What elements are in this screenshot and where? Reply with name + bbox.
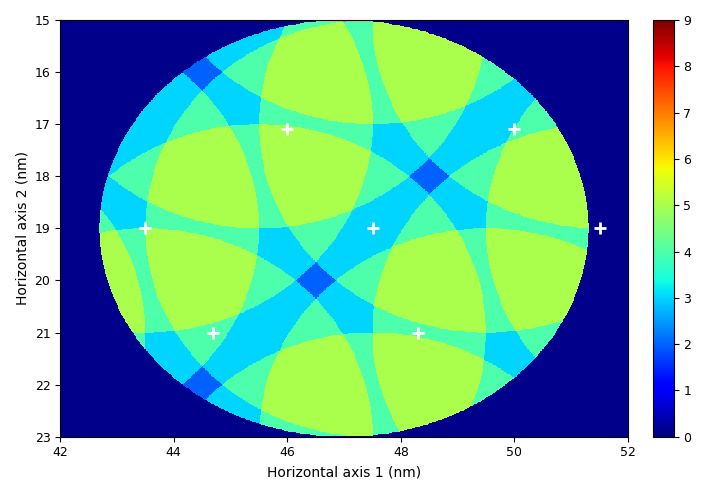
Y-axis label: Horizontal axis 2 (nm): Horizontal axis 2 (nm) <box>15 151 29 305</box>
X-axis label: Horizontal axis 1 (nm): Horizontal axis 1 (nm) <box>267 465 421 479</box>
